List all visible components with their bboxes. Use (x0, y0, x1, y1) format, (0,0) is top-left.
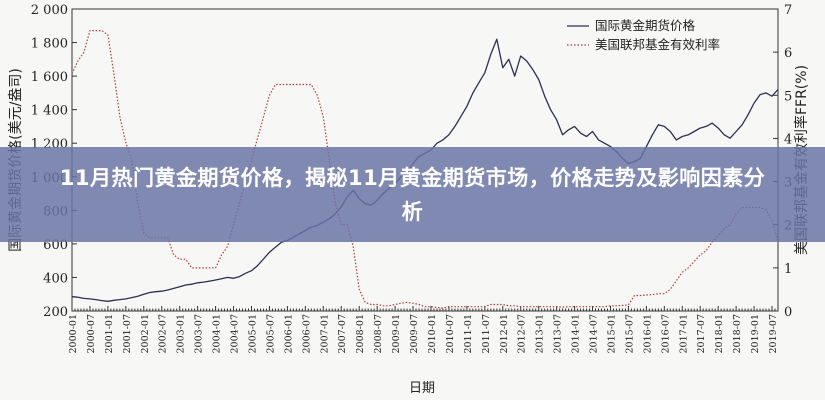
x-tick-label: 2010-07 (445, 314, 456, 353)
x-tick-label: 2017-01 (678, 314, 689, 353)
x-tick-label: 2018-07 (732, 314, 743, 353)
x-tick-label: 2003-07 (194, 314, 205, 353)
headline-title: 11月热门黄金期货价格，揭秘11月黄金期货市场，价格走势及影响因素分析 (59, 165, 766, 224)
left-tick-label: 1 600 (31, 70, 68, 85)
headline-banner: 11月热门黄金期货价格，揭秘11月黄金期货市场，价格走势及影响因素分析 (0, 147, 825, 242)
x-tick-label: 2019-01 (750, 314, 761, 353)
right-tick-label: 6 (784, 46, 792, 61)
left-tick-label: 200 (43, 305, 68, 320)
x-tick-label: 2011-01 (463, 314, 474, 353)
legend-label-gold: 国际黄金期货价格 (595, 18, 696, 33)
x-tick-label: 2014-07 (589, 314, 600, 353)
x-tick-label: 2010-01 (427, 314, 438, 353)
x-tick-label: 2008-01 (355, 314, 366, 353)
x-tick-label: 2001-01 (104, 314, 115, 353)
x-tick-label: 2012-01 (499, 314, 510, 353)
x-tick-label: 2001-07 (122, 314, 133, 353)
x-tick-label: 2014-01 (571, 314, 582, 353)
x-tick-label: 2019-07 (768, 314, 779, 353)
legend: 国际黄金期货价格 美国联邦基金有效利率 (567, 18, 720, 52)
x-tick-label: 2004-01 (212, 314, 223, 353)
x-tick-label: 2009-01 (391, 314, 402, 353)
left-tick-label: 1 800 (31, 37, 68, 52)
right-tick-label: 5 (784, 89, 792, 104)
x-tick-label: 2015-01 (606, 314, 617, 353)
x-tick-label: 2007-01 (319, 314, 330, 353)
x-tick-label: 2017-07 (696, 314, 707, 353)
x-axis-label: 日期 (409, 381, 435, 396)
right-tick-label: 4 (784, 132, 792, 147)
x-tick-label: 2015-07 (624, 314, 635, 353)
x-tick-label: 2005-07 (265, 314, 276, 353)
x-tick-label: 2007-07 (337, 314, 348, 353)
x-tick-label: 2000-07 (86, 314, 97, 353)
x-tick-label: 2005-01 (247, 314, 258, 353)
left-tick-label: 2 000 (31, 3, 68, 18)
right-tick-label: 7 (784, 3, 792, 18)
x-tick-label: 2016-07 (660, 314, 671, 353)
left-tick-label: 1 400 (31, 104, 68, 119)
left-tick-label: 400 (43, 271, 68, 286)
right-tick-label: 1 (784, 262, 792, 277)
x-tick-label: 2009-07 (409, 314, 420, 353)
x-tick-label: 2006-07 (301, 314, 312, 353)
x-tick-label: 2000-01 (68, 314, 79, 353)
x-tick-label: 2003-01 (176, 314, 187, 353)
right-tick-label: 0 (784, 305, 792, 320)
x-tick-label: 2011-07 (481, 314, 492, 353)
legend-label-ffr: 美国联邦基金有效利率 (595, 37, 720, 52)
x-tick-label: 2002-01 (140, 314, 151, 353)
x-tick-label: 2012-07 (517, 314, 528, 353)
x-tick-label: 2002-07 (158, 314, 169, 353)
x-tick-label: 2008-07 (373, 314, 384, 353)
series-line-ffr (71, 30, 779, 309)
x-axis: 2000-01 2000-07 2001-01 2001-07 2002-01 2002-… (68, 306, 779, 353)
x-tick-label: 2013-07 (553, 314, 564, 353)
x-tick-label: 2016-01 (642, 314, 653, 353)
x-tick-label: 2018-01 (714, 314, 725, 353)
x-tick-label: 2006-01 (283, 314, 294, 353)
x-tick-label: 2004-07 (230, 314, 241, 353)
x-tick-label: 2013-01 (535, 314, 546, 353)
